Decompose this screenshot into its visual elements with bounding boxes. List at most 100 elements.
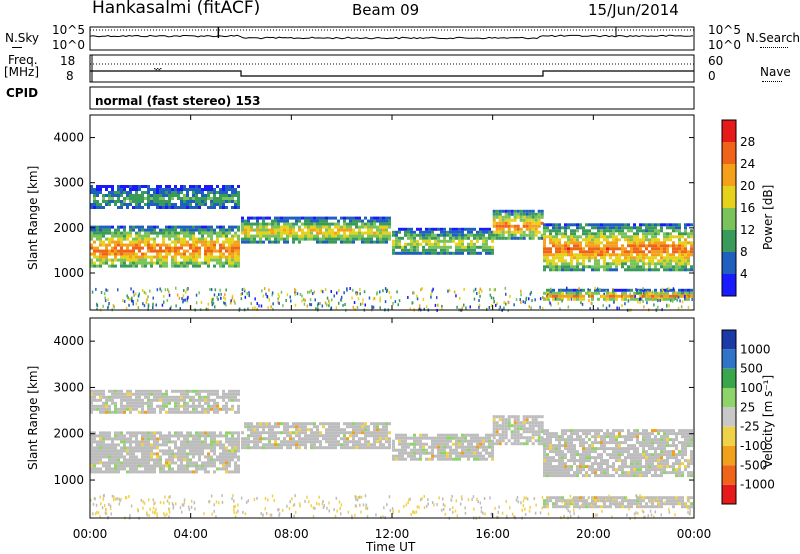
velocity-cell xyxy=(516,439,520,443)
power-cell xyxy=(597,259,600,263)
power-cell xyxy=(675,223,678,227)
velocity-cell xyxy=(367,425,370,429)
velocity-cell xyxy=(102,434,105,438)
power-speckle xyxy=(549,287,552,291)
velocity-cell xyxy=(159,404,162,408)
power-cell xyxy=(561,244,564,248)
velocity-cell xyxy=(549,468,552,472)
velocity-cell xyxy=(195,410,198,414)
power-cell xyxy=(642,250,645,254)
velocity-cell xyxy=(117,458,120,462)
velocity-cell xyxy=(129,404,132,408)
power-cell xyxy=(467,251,470,255)
power-cell xyxy=(277,216,280,220)
power-cell xyxy=(259,216,262,220)
power-cell xyxy=(543,229,546,233)
power-cell xyxy=(543,250,546,254)
power-cell xyxy=(654,297,657,301)
power-cell xyxy=(603,235,606,239)
velocity-cell xyxy=(564,453,567,457)
velocity-cell xyxy=(165,437,168,441)
velocity-cell xyxy=(222,392,225,396)
velocity-cell xyxy=(621,468,624,472)
velocity-cell xyxy=(268,425,271,429)
power-cell xyxy=(186,264,189,268)
power-cell xyxy=(388,231,391,235)
velocity-cell xyxy=(567,429,570,433)
power-cell xyxy=(663,268,666,272)
velocity-cell xyxy=(555,432,558,436)
power-cell xyxy=(519,236,523,240)
velocity-cell xyxy=(382,446,385,450)
velocity-cell xyxy=(192,401,195,405)
power-cell xyxy=(684,256,687,260)
velocity-cell xyxy=(111,467,114,471)
power-cell xyxy=(561,253,564,257)
power-cell xyxy=(325,228,328,232)
velocity-cell xyxy=(237,446,240,450)
velocity-cell xyxy=(600,468,603,472)
power-cell xyxy=(594,235,597,239)
power-cell xyxy=(597,241,600,245)
velocity-cell xyxy=(419,454,422,458)
velocity-cell xyxy=(600,459,603,463)
velocity-cell xyxy=(525,427,529,431)
velocity-cell xyxy=(594,429,597,433)
velocity-cell xyxy=(549,465,552,469)
power-cell xyxy=(201,188,204,191)
power-cell xyxy=(231,188,234,191)
power-cell xyxy=(262,240,265,244)
velocity-cell xyxy=(108,395,111,399)
power-cell xyxy=(313,216,316,220)
power-cell xyxy=(654,253,657,257)
power-cell xyxy=(531,221,535,225)
power-cell xyxy=(467,236,470,240)
power-cell xyxy=(141,225,144,229)
velocity-cell xyxy=(90,431,93,435)
power-cell xyxy=(570,223,573,227)
power-cell xyxy=(216,258,219,262)
velocity-cell xyxy=(624,456,627,460)
velocity-cell xyxy=(135,395,138,399)
power-cell xyxy=(171,261,174,265)
power-cell xyxy=(234,258,237,262)
power-cell xyxy=(126,206,129,209)
power-cell xyxy=(277,234,280,238)
power-cell xyxy=(180,191,183,194)
velocity-cell xyxy=(168,467,171,471)
power-cell xyxy=(334,231,337,235)
power-cell xyxy=(129,261,132,265)
power-cell xyxy=(573,297,576,301)
velocity-cell xyxy=(537,421,541,425)
power-cell xyxy=(388,216,391,220)
power-speckle xyxy=(95,287,97,291)
power-speckle xyxy=(340,295,343,299)
power-speckle xyxy=(240,297,243,301)
velocity-cell xyxy=(99,443,102,447)
power-cell xyxy=(189,231,192,235)
velocity-cell xyxy=(120,464,123,468)
velocity-cell xyxy=(183,392,186,396)
velocity-cell xyxy=(425,436,428,440)
power-cell xyxy=(615,259,618,263)
velocity-cell xyxy=(316,440,319,444)
velocity-cell xyxy=(213,389,216,393)
power-cell xyxy=(90,258,93,262)
velocity-cell xyxy=(295,422,298,426)
velocity-cell xyxy=(120,437,123,441)
power-speckle xyxy=(652,298,654,302)
power-cell xyxy=(564,244,567,248)
power-cell xyxy=(171,231,174,235)
power-cell xyxy=(675,226,678,230)
power-cell xyxy=(579,253,582,257)
power-cell xyxy=(201,197,204,200)
power-cell xyxy=(452,227,455,231)
velocity-cell xyxy=(564,456,567,460)
velocity-cell xyxy=(591,447,594,451)
velocity-cell xyxy=(534,430,538,434)
power-cell xyxy=(576,253,579,257)
power-cell xyxy=(570,253,573,257)
power-cell xyxy=(120,237,123,241)
power-cell xyxy=(225,249,228,253)
power-cell xyxy=(612,235,615,239)
